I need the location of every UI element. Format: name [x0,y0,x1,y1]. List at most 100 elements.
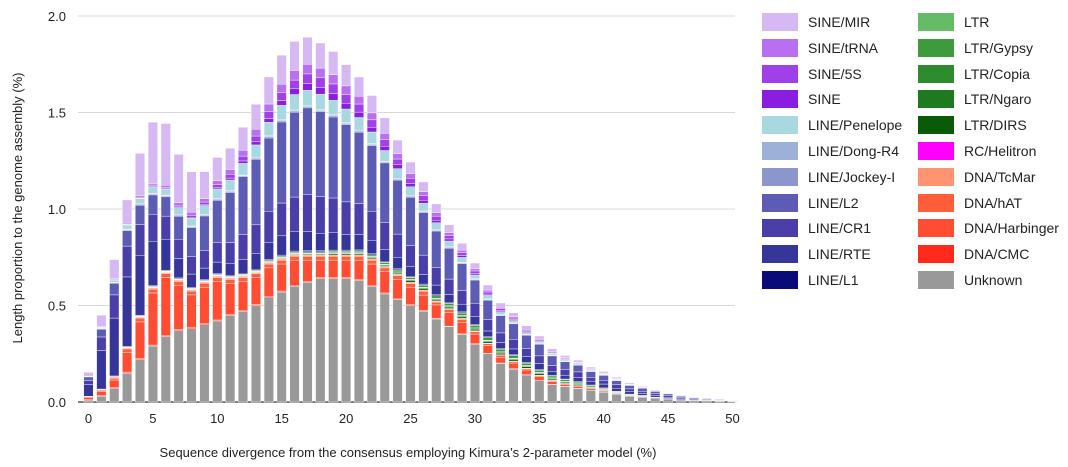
bar-segment [225,314,236,403]
bar-segment [147,187,158,194]
bar-segment [250,159,261,226]
legend-label: LINE/RTE [808,246,871,263]
bar-segment [199,324,210,403]
bar-segment [160,277,171,336]
bar-segment [560,369,571,376]
bar-segment [328,83,339,94]
bar-segment [444,294,455,303]
bar-segment [547,375,558,379]
bar-segment [508,323,519,340]
bar-segment [379,271,390,294]
bar-segment [263,76,274,105]
bar-segment [341,103,352,110]
bar-segment [238,155,249,162]
bar-segment [418,291,429,296]
bar-segment [469,268,480,272]
bar-segment [250,129,261,137]
bars-group [83,37,738,403]
bar-segment [495,308,506,311]
bar-segment [289,286,300,403]
bar-segment [96,314,107,327]
legend-item: SINE/tRNA [762,38,878,58]
bar-segment [611,380,622,385]
bar-segment [405,266,416,277]
bar-segment [315,77,326,88]
bar-segment [250,135,261,143]
bar-segment [135,198,145,204]
bar-segment [418,195,429,201]
bar-segment [366,254,377,257]
bar-segment [366,126,377,133]
bar-segment [521,330,532,332]
bar-segment [263,263,274,269]
bar-segment [688,400,699,403]
bar-segment [534,344,545,357]
bar-segment [225,179,236,191]
bar-segment [225,283,236,315]
bar-segment [405,280,416,283]
legend-item: SINE/5S [762,64,862,84]
bar-segment [547,348,558,352]
bar-segment [611,377,622,379]
legend-label: DNA/TcMar [964,168,1036,185]
bar-segment [122,199,133,224]
bar-segment [457,249,467,253]
bar-segment [135,153,145,197]
bar-segment [276,83,287,94]
bar-segment [302,231,313,251]
bar-segment [457,252,467,256]
bar-segment [547,365,558,372]
bar-segment [469,333,480,344]
bar-segment [392,299,403,403]
bar-segment [482,284,493,291]
bar-segment [444,278,455,295]
legend-item: DNA/TcMar [918,167,1036,187]
bar-segment [624,385,635,390]
bar-segment [508,312,519,317]
legend-swatch [762,271,798,289]
bar-segment [547,371,558,376]
legend-swatch [762,193,798,212]
bar-segment [676,395,686,397]
bar-segment [160,273,171,278]
bar-segment [469,273,480,276]
x-tick-label: 35 [532,411,546,426]
x-axis-label: Sequence divergence from the consensus e… [160,445,657,460]
bar-segment [328,278,339,403]
bar-segment [238,234,249,260]
legend-item: LTR/DIRS [918,115,1027,135]
bar-segment [315,111,326,197]
bar-segment [122,225,133,230]
bar-segment [199,250,210,269]
bar-segment [392,279,403,300]
bar-segment [469,316,480,325]
bar-segment [379,293,390,403]
bar-segment [96,390,107,392]
legend-swatch [762,142,798,160]
bar-segment [173,202,184,206]
bar-segment [444,232,455,236]
bar-segment [225,177,236,181]
bar-segment [238,277,249,282]
bar-segment [650,391,661,394]
bar-segment [521,325,532,330]
bar-segment [199,205,210,215]
bar-segment [250,253,261,270]
bar-segment [212,261,223,274]
bar-segment [109,283,120,296]
bar-segment [238,176,249,235]
bar-segment [431,299,442,302]
bar-segment [572,388,583,403]
bar-segment [289,70,300,81]
bar-segment [508,368,519,403]
bar-segment [263,211,274,243]
bar-segment [469,331,480,335]
bar-segment [263,297,274,403]
bar-segment [289,79,300,89]
bar-segment [135,204,145,225]
bar-segment [598,392,609,403]
legend-item: LTR/Gypsy [918,38,1033,58]
legend-swatch [918,38,954,57]
bar-segment [650,393,661,396]
axes: 0.0 0.5 1.0 1.5 2.0 0 5 10 15 20 25 30 35 40 45 50 [48,9,740,426]
